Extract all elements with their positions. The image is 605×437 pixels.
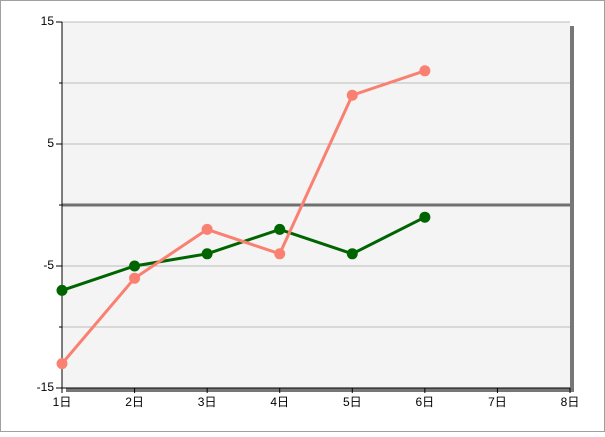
x-tick-label: 2日: [125, 395, 144, 409]
data-point: [201, 223, 213, 235]
x-tick-label: 1日: [53, 395, 72, 409]
series-line: [60, 69, 426, 365]
data-point: [129, 260, 141, 272]
data-point: [346, 89, 358, 101]
y-tick-label: -15: [37, 380, 55, 394]
x-tick-label: 6日: [416, 395, 435, 409]
x-tick-label: 4日: [270, 395, 289, 409]
data-point: [274, 223, 286, 235]
x-tick-label: 7日: [488, 395, 507, 409]
x-tick-label: 3日: [198, 395, 217, 409]
y-tick-label: 5: [47, 136, 54, 150]
data-point: [419, 211, 431, 223]
y-tick-label: 15: [41, 14, 55, 28]
data-point: [201, 248, 213, 260]
data-point: [274, 248, 286, 260]
data-point: [346, 248, 358, 260]
data-point: [129, 272, 141, 284]
y-tick-label: -5: [43, 258, 54, 272]
data-point: [56, 358, 68, 370]
data-point: [419, 65, 431, 77]
x-tick-label: 5日: [343, 395, 362, 409]
data-point: [56, 284, 68, 296]
x-tick-label: 8日: [561, 395, 580, 409]
